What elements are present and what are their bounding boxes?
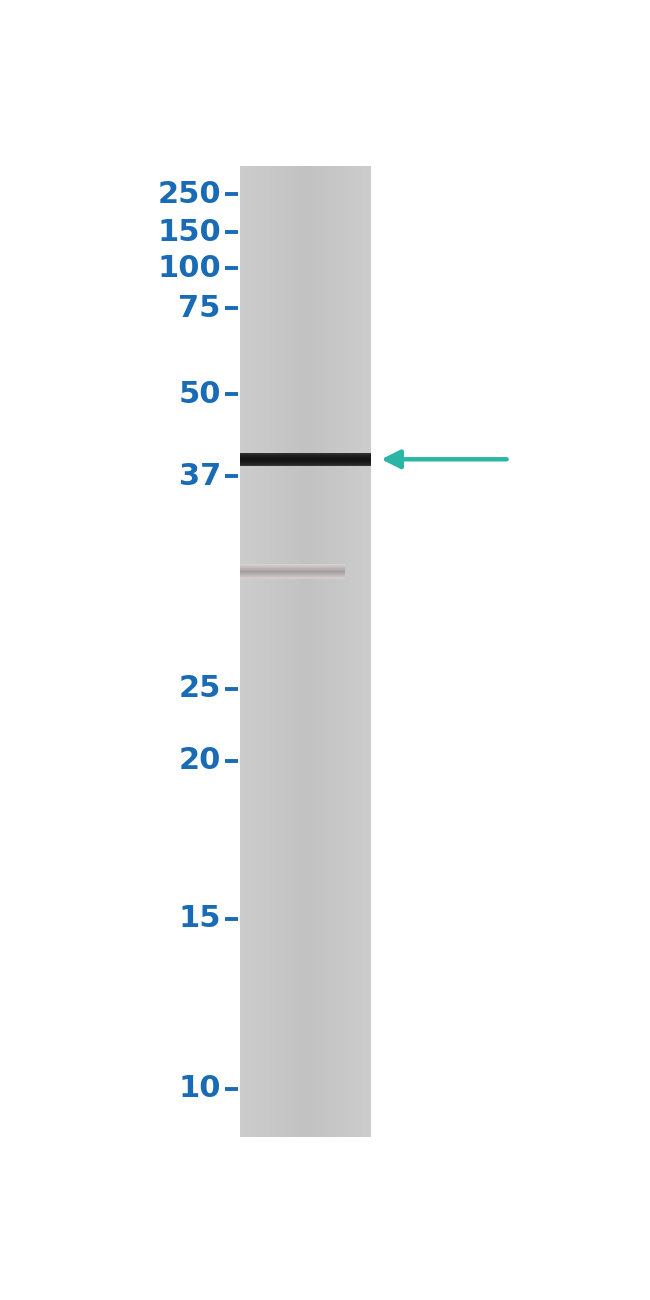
- Bar: [296, 166, 299, 1138]
- Text: 10: 10: [178, 1074, 221, 1104]
- Bar: [280, 166, 281, 1138]
- Bar: [281, 166, 284, 1138]
- Bar: [341, 166, 343, 1138]
- Text: 50: 50: [178, 380, 221, 408]
- Bar: [244, 166, 247, 1138]
- Bar: [264, 166, 266, 1138]
- Bar: [336, 166, 339, 1138]
- Bar: [294, 166, 297, 1138]
- Text: 100: 100: [157, 254, 221, 282]
- Bar: [262, 166, 264, 1138]
- Bar: [286, 166, 288, 1138]
- Bar: [301, 166, 304, 1138]
- Bar: [259, 166, 262, 1138]
- Bar: [255, 166, 257, 1138]
- Bar: [318, 166, 321, 1138]
- Bar: [334, 166, 336, 1138]
- Bar: [275, 166, 278, 1138]
- Bar: [283, 166, 286, 1138]
- Bar: [306, 166, 308, 1138]
- Bar: [362, 166, 365, 1138]
- Bar: [299, 166, 302, 1138]
- Bar: [312, 166, 315, 1138]
- Bar: [327, 166, 330, 1138]
- Text: 15: 15: [178, 905, 221, 933]
- Bar: [332, 166, 334, 1138]
- Bar: [369, 166, 371, 1138]
- Bar: [270, 166, 273, 1138]
- Text: 75: 75: [178, 294, 221, 322]
- Bar: [310, 166, 312, 1138]
- Bar: [330, 166, 332, 1138]
- Bar: [268, 166, 271, 1138]
- Bar: [314, 166, 317, 1138]
- Bar: [257, 166, 260, 1138]
- Text: 25: 25: [178, 673, 221, 703]
- Bar: [344, 166, 347, 1138]
- Bar: [290, 166, 292, 1138]
- Bar: [307, 166, 310, 1138]
- Bar: [358, 166, 360, 1138]
- Bar: [347, 166, 349, 1138]
- Bar: [304, 166, 306, 1138]
- Text: 250: 250: [157, 179, 221, 208]
- Bar: [288, 166, 291, 1138]
- Text: 37: 37: [179, 462, 221, 491]
- Bar: [251, 166, 254, 1138]
- Bar: [292, 166, 294, 1138]
- Bar: [273, 166, 275, 1138]
- Bar: [367, 166, 369, 1138]
- Text: 150: 150: [157, 217, 221, 247]
- Bar: [360, 166, 363, 1138]
- Text: 20: 20: [178, 746, 221, 775]
- Bar: [246, 166, 249, 1138]
- Bar: [365, 166, 367, 1138]
- Bar: [356, 166, 358, 1138]
- Bar: [354, 166, 356, 1138]
- Bar: [249, 166, 251, 1138]
- Bar: [351, 166, 354, 1138]
- Bar: [240, 166, 242, 1138]
- Bar: [343, 166, 345, 1138]
- Bar: [320, 166, 323, 1138]
- Bar: [253, 166, 255, 1138]
- Bar: [323, 166, 325, 1138]
- Bar: [266, 166, 268, 1138]
- Bar: [317, 166, 318, 1138]
- Bar: [338, 166, 341, 1138]
- Bar: [349, 166, 352, 1138]
- Bar: [325, 166, 328, 1138]
- Bar: [277, 166, 280, 1138]
- Bar: [242, 166, 244, 1138]
